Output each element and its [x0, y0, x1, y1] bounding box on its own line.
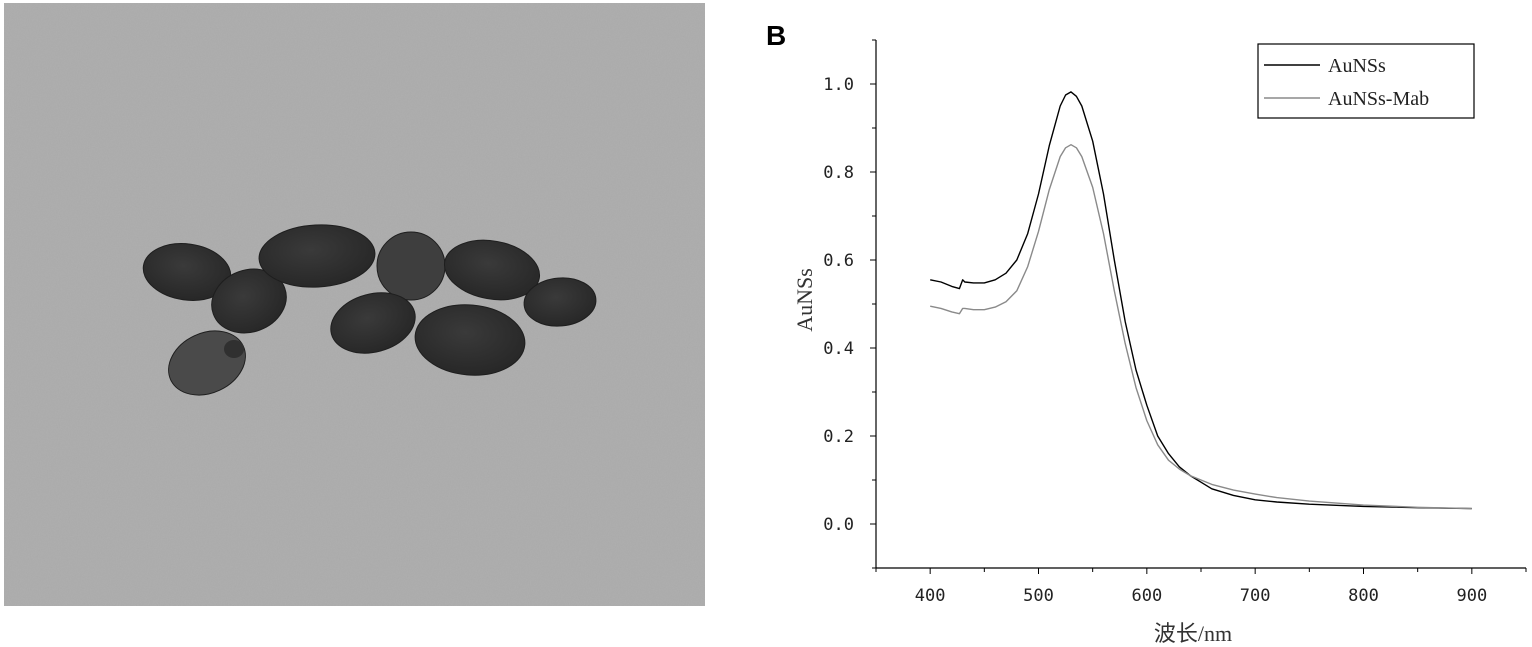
y-tick-label: 0.4	[823, 339, 854, 359]
x-tick-label: 800	[1348, 586, 1379, 606]
legend-label: AuNSs	[1328, 55, 1386, 77]
tem-micrograph	[4, 3, 705, 606]
x-axis-title: 波长/nm	[1154, 621, 1232, 646]
chart-legend: AuNSs AuNSs-Mab	[1257, 43, 1475, 119]
y-tick-label: 1.0	[823, 75, 854, 95]
chart-ticks: 400 500 600 700 800 900 0.0 0.2 0.4 0.6 0.8 1.0	[823, 39, 1527, 606]
legend-box	[1257, 43, 1475, 119]
nanoparticle-cluster	[142, 224, 597, 396]
nanoparticle	[224, 340, 244, 358]
nanoparticle	[443, 239, 541, 301]
chart-axes	[875, 40, 1526, 569]
nanoparticle	[414, 304, 526, 376]
legend-label: AuNSs-Mab	[1328, 88, 1429, 110]
x-tick-label: 700	[1240, 586, 1271, 606]
x-tick-label: 900	[1456, 586, 1487, 606]
nanoparticle	[376, 231, 446, 301]
series-line	[930, 144, 1472, 510]
y-tick-label: 0.8	[823, 163, 854, 183]
y-axis-title: AuNSs	[792, 268, 817, 332]
x-tick-label: 600	[1131, 586, 1162, 606]
y-tick-label: 0.6	[823, 251, 854, 271]
nanoparticle	[523, 277, 597, 327]
nanoparticle	[330, 292, 416, 354]
y-tick-label: 0.0	[823, 515, 854, 535]
x-tick-label: 500	[1023, 586, 1054, 606]
nanoparticle	[211, 268, 287, 334]
nanoparticle	[258, 224, 376, 288]
y-tick-label: 0.2	[823, 427, 854, 447]
absorbance-chart: 400 500 600 700 800 900 0.0 0.2 0.4 0.6 0.8 1.0 AuN…	[792, 39, 1527, 646]
chart-series	[930, 91, 1472, 510]
panel-b-label: B	[766, 20, 787, 51]
series-line	[930, 91, 1472, 510]
x-tick-label: 400	[915, 586, 946, 606]
